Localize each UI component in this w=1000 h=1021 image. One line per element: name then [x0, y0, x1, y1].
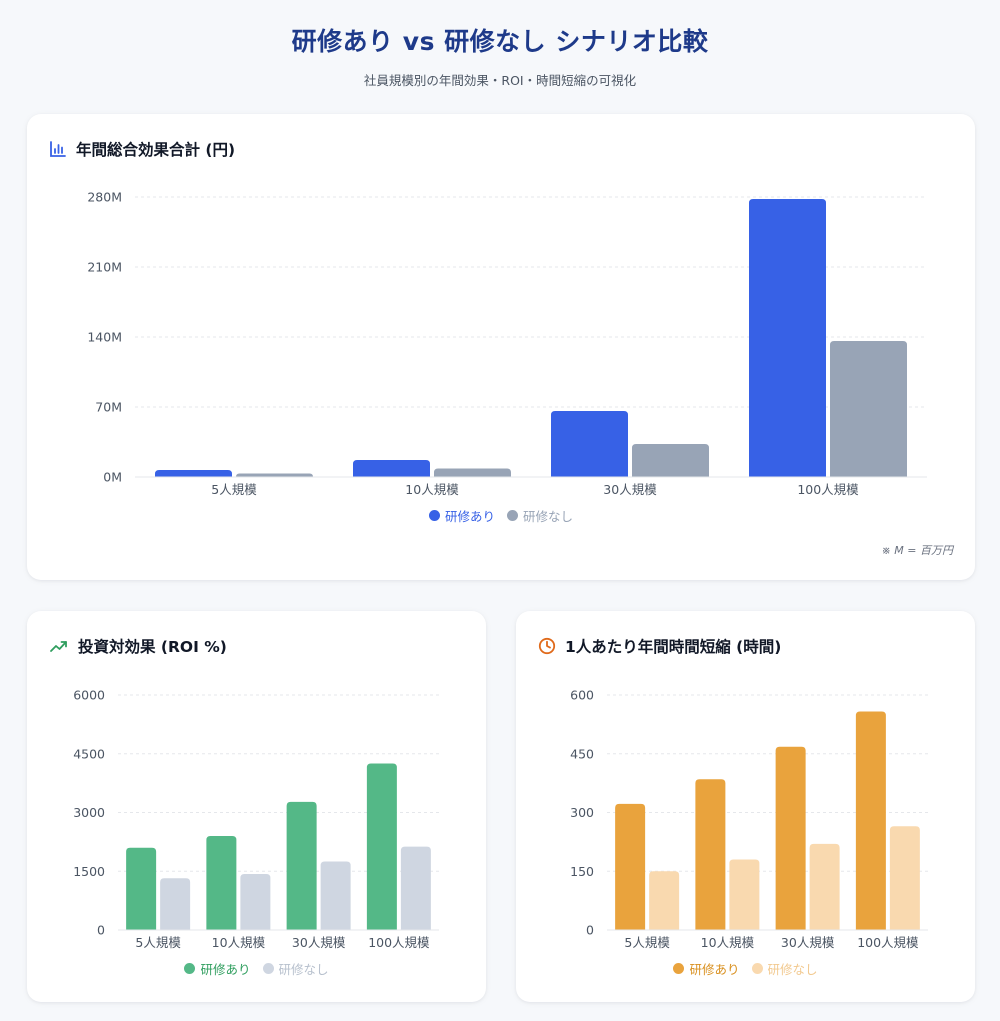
y-tick-label: 3000	[73, 805, 105, 820]
y-tick-label: 210M	[87, 260, 122, 275]
effect-chart-legend: 研修あり 研修なし	[27, 506, 975, 525]
trending-up-icon	[50, 641, 67, 652]
bar-with-training[interactable]	[775, 746, 806, 930]
x-tick-label: 30人規模	[292, 935, 346, 950]
bar-without-training[interactable]	[809, 843, 840, 930]
y-tick-label: 600	[570, 688, 594, 703]
roi-chart-card: 投資対効果 (ROI %) 0 1500 3000 4500 6000 5人規模 10人規模…	[27, 611, 486, 1002]
effect-chart-title-text: 年間総合効果合計 (円)	[76, 141, 236, 159]
x-tick-label: 100人規模	[797, 482, 859, 497]
y-tick-label: 1500	[73, 864, 105, 879]
bar-with-training[interactable]	[551, 411, 628, 477]
legend-label: 研修なし	[523, 509, 574, 524]
x-tick-label: 100人規模	[857, 935, 919, 950]
bar-with-training[interactable]	[695, 779, 726, 930]
legend-swatch	[751, 963, 763, 974]
bar-without-training[interactable]	[320, 861, 351, 930]
bar-with-training[interactable]	[286, 801, 317, 930]
x-tick-label: 10人規模	[212, 935, 266, 950]
bar-with-training[interactable]	[353, 460, 430, 477]
y-tick-label: 300	[570, 805, 594, 820]
y-tick-label: 6000	[73, 688, 105, 703]
x-tick-label: 5人規模	[624, 935, 670, 950]
y-tick-label: 450	[570, 746, 594, 761]
bar-without-training[interactable]	[632, 444, 709, 477]
legend-item[interactable]: 研修あり	[428, 506, 495, 525]
y-tick-label: 280M	[87, 190, 122, 205]
bar-with-training[interactable]	[366, 763, 397, 930]
legend-item[interactable]: 研修あり	[673, 959, 740, 978]
time-chart-legend: 研修あり 研修なし	[516, 959, 975, 978]
legend-swatch	[428, 510, 440, 521]
bar-without-training[interactable]	[236, 473, 313, 478]
legend-item[interactable]: 研修なし	[507, 506, 573, 525]
legend-swatch	[673, 963, 685, 974]
bar-with-training[interactable]	[749, 199, 826, 477]
time-chart-title: 1人あたり年間時間短縮 (時間)	[538, 635, 781, 657]
y-tick-label: 0	[97, 923, 105, 938]
legend-label: 研修なし	[278, 962, 329, 977]
bar-chart-icon	[50, 141, 66, 157]
x-tick-label: 5人規模	[135, 935, 181, 950]
time-chart-card: 1人あたり年間時間短縮 (時間) 0 150 300 450 600 5人規模 10人規模 3…	[516, 611, 975, 1002]
bar-without-training[interactable]	[649, 871, 680, 930]
y-tick-label: 0	[586, 923, 594, 938]
bar-with-training[interactable]	[615, 803, 646, 930]
bar-without-training[interactable]	[240, 873, 271, 930]
x-tick-label: 5人規模	[211, 482, 257, 497]
bar-without-training[interactable]	[434, 468, 511, 478]
legend-item[interactable]: 研修なし	[751, 959, 818, 978]
x-tick-label: 30人規模	[781, 935, 835, 950]
y-tick-label: 150	[570, 864, 594, 879]
bar-without-training[interactable]	[830, 341, 907, 477]
legend-swatch	[507, 510, 518, 521]
legend-item[interactable]: 研修なし	[262, 959, 329, 978]
bar-with-training[interactable]	[126, 847, 157, 930]
roi-chart-plot: 0 1500 3000 4500 6000 5人規模 10人規模 30人規模 100人規模	[73, 688, 439, 950]
clock-icon	[538, 637, 556, 655]
roi-chart-title-text: 投資対効果 (ROI %)	[78, 638, 227, 656]
roi-chart-legend: 研修あり 研修なし	[27, 959, 486, 978]
legend-label: 研修あり	[689, 962, 740, 977]
legend-item[interactable]: 研修あり	[184, 959, 251, 978]
y-tick-label: 140M	[87, 330, 122, 345]
effect-chart-plot: 0M 70M 140M 210M 280M 5人規模 10人規模 30人規模 100人規模	[87, 190, 927, 497]
legend-label: 研修なし	[767, 962, 818, 977]
bar-without-training[interactable]	[729, 859, 760, 931]
x-tick-label: 10人規模	[701, 935, 755, 950]
effect-chart-card: 年間総合効果合計 (円) 0M 70M 140M 210M 280M 5人規模 10人規模 3…	[27, 114, 975, 580]
time-chart-plot: 0 150 300 450 600 5人規模 10人規模 30人規模 100人規模	[570, 688, 928, 950]
effect-chart-title: 年間総合効果合計 (円)	[49, 138, 235, 160]
bar-without-training[interactable]	[160, 878, 191, 930]
roi-chart-title: 投資対効果 (ROI %)	[49, 635, 227, 657]
legend-label: 研修あり	[444, 509, 495, 524]
time-chart-title-text: 1人あたり年間時間短縮 (時間)	[565, 638, 782, 656]
page-title: 研修あり vs 研修なし シナリオ比較	[291, 27, 709, 56]
x-tick-label: 30人規模	[603, 482, 657, 497]
page-subtitle: 社員規模別の年間効果・ROI・時間短縮の可視化	[363, 73, 637, 88]
legend-swatch	[262, 963, 274, 974]
bar-with-training[interactable]	[206, 836, 237, 930]
effect-chart-note: ※ M = 百万円	[881, 544, 953, 557]
legend-label: 研修あり	[200, 962, 251, 977]
x-tick-label: 10人規模	[405, 482, 459, 497]
bar-with-training[interactable]	[855, 711, 886, 930]
page-header: 研修あり vs 研修なし シナリオ比較 社員規模別の年間効果・ROI・時間短縮の…	[0, 22, 1000, 89]
bar-without-training[interactable]	[889, 826, 920, 930]
legend-swatch	[184, 963, 196, 974]
y-tick-label: 70M	[95, 400, 122, 415]
x-tick-label: 100人規模	[368, 935, 430, 950]
bar-with-training[interactable]	[155, 470, 232, 477]
y-tick-label: 0M	[103, 470, 122, 485]
y-tick-label: 4500	[73, 746, 105, 761]
bar-without-training[interactable]	[400, 846, 431, 930]
